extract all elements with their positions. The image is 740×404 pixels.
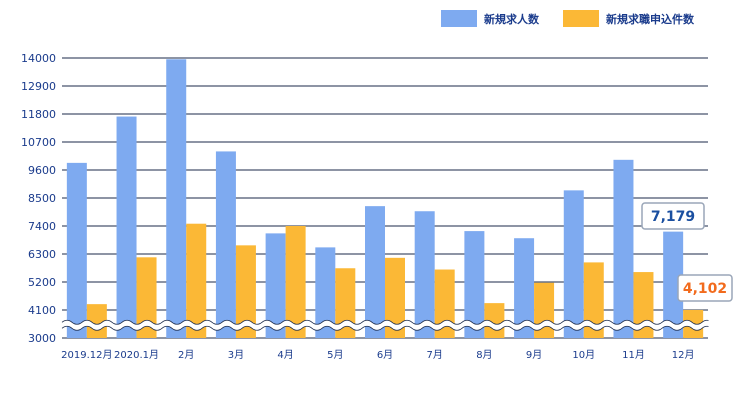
x-category-label: 5月 [327, 349, 343, 361]
x-category-label: 2月 [178, 349, 194, 361]
bar-job-openings [365, 206, 385, 338]
bar-job-openings [464, 231, 485, 338]
callout-value-openings: 7,179 [651, 209, 695, 225]
x-category-label: 6月 [377, 349, 393, 361]
y-tick-label: 14000 [21, 52, 56, 65]
bar-job-applications [86, 304, 107, 338]
bar-job-openings [613, 159, 634, 338]
y-tick-label: 3000 [28, 332, 56, 345]
x-category-label: 2020.1月 [114, 349, 159, 361]
bar-job-applications [186, 223, 207, 338]
bar-job-applications [385, 257, 405, 338]
y-tick-label: 8500 [28, 192, 56, 205]
legend-label: 新規求人数 [484, 12, 540, 26]
bar-job-openings [514, 238, 535, 338]
bar-job-openings [315, 247, 336, 338]
legend-swatch [563, 10, 599, 27]
bar-job-openings [414, 211, 435, 338]
bar-job-applications [583, 262, 604, 338]
x-category-label: 11月 [622, 349, 645, 361]
x-category-label: 2019.12月 [61, 349, 112, 361]
legend-label: 新規求職申込件数 [606, 12, 695, 26]
bar-job-openings [663, 231, 684, 338]
x-category-label: 8月 [476, 349, 492, 361]
bar-job-openings [265, 233, 286, 338]
x-category-label: 12月 [672, 349, 695, 361]
bar-job-openings [166, 59, 187, 338]
axis-break-line [61, 319, 723, 325]
y-tick-label: 11800 [21, 108, 56, 121]
y-tick-label: 7400 [28, 220, 56, 233]
x-category-label: 10月 [572, 349, 595, 361]
bar-job-applications [235, 245, 256, 338]
bar-job-applications [335, 268, 356, 338]
bar-job-openings [116, 116, 137, 338]
callout-box [677, 274, 733, 302]
bar-job-applications [285, 226, 306, 338]
axis-break-line [61, 325, 723, 331]
legend-swatch [441, 10, 477, 27]
x-category-label: 9月 [526, 349, 542, 361]
break-mask [708, 313, 739, 338]
y-tick-label: 12900 [21, 80, 56, 93]
axis-break-band [62, 320, 722, 331]
x-category-label: 4月 [277, 349, 293, 361]
callout-value-applications: 4,102 [683, 281, 727, 297]
bar-job-applications [136, 257, 157, 338]
x-category-label: 7月 [427, 349, 443, 361]
bar-job-openings [66, 162, 87, 338]
y-tick-label: 5200 [28, 276, 56, 289]
x-category-label: 3月 [228, 349, 244, 361]
y-tick-label: 6300 [28, 248, 56, 261]
y-tick-label: 10700 [21, 136, 56, 149]
y-tick-label: 4100 [28, 304, 56, 317]
bar-job-openings [563, 190, 584, 338]
y-tick-label: 9600 [28, 164, 56, 177]
callout-box [641, 202, 705, 230]
bar-job-openings [215, 151, 236, 338]
